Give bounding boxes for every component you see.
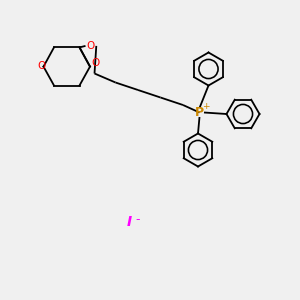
Text: O: O (91, 58, 100, 68)
Text: +: + (202, 102, 209, 111)
Text: -: - (135, 213, 140, 226)
Text: O: O (37, 61, 45, 71)
Text: P: P (195, 106, 204, 119)
Text: I: I (126, 215, 132, 229)
Text: O: O (87, 41, 95, 51)
